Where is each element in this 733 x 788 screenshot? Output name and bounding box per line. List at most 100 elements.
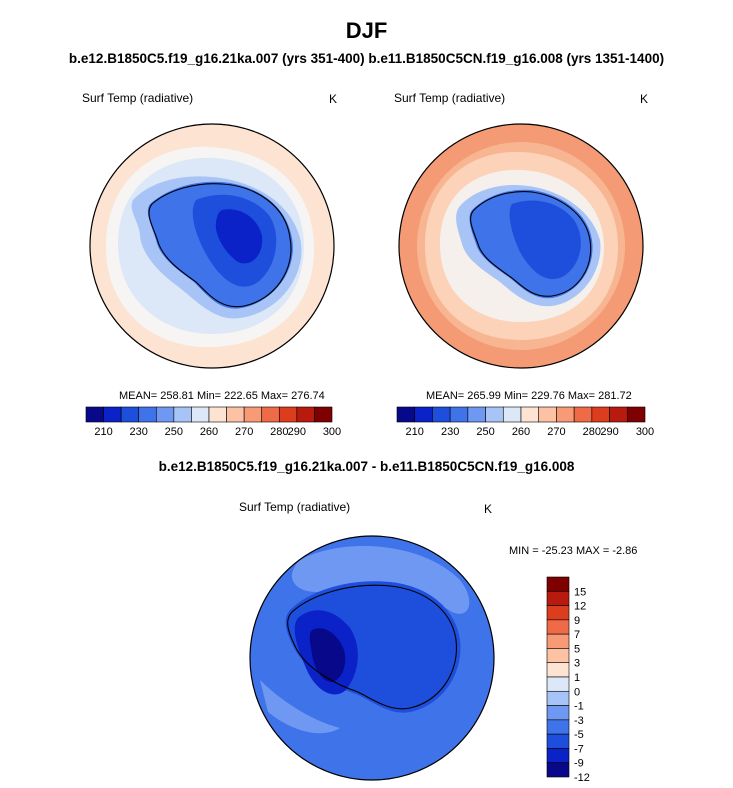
panel1-colorbar-tick-label: 230 (130, 426, 148, 438)
panel1-colorbar-box (103, 406, 122, 423)
panel3-colorbar-box (546, 762, 570, 778)
panel2-colorbar: 210 230 250 260 270 280 290 300 (396, 406, 654, 438)
panel2-colorbar-box (467, 406, 486, 423)
panel1-units: K (329, 92, 338, 106)
panel2-colorbar-box (449, 406, 469, 423)
panel1-map (90, 124, 334, 368)
panel2-colorbar-tick-label: 290 (600, 426, 618, 438)
panel2-colorbar-box (520, 406, 540, 423)
season-title: DJF (345, 18, 388, 43)
panel1-colorbar-tick-label: 210 (94, 426, 112, 438)
panel1-stats: MEAN= 258.81 Min= 222.65 Max= 276.74 (119, 390, 325, 402)
panel2-colorbar-tick-label: 270 (547, 426, 565, 438)
panel3-colorbar-tick-label: -1 (574, 701, 584, 713)
panel2-colorbar-tick-label: 250 (476, 426, 494, 438)
panel1-field-label: Surf Temp (radiative) (82, 91, 194, 105)
panel2-stats: MEAN= 265.99 Min= 229.76 Max= 281.72 (426, 390, 632, 402)
panel2-colorbar-box (609, 406, 628, 423)
panel3-max-cooling (309, 628, 346, 682)
panel2-colorbar-box (502, 406, 522, 423)
panel3-colorbar-box (546, 648, 570, 664)
panel3-colorbar-tick-label: -7 (574, 743, 584, 755)
panel1-colorbar-tick-label: 260 (200, 426, 218, 438)
panel3-colorbar-box (546, 705, 570, 721)
panel3-colorbar-box (546, 748, 570, 764)
panel3-map-border (249, 535, 495, 781)
panel3-stats: MIN = -25.23 MAX = -2.86 (509, 545, 638, 557)
panel2-plateau (509, 200, 581, 280)
panel1-colorbar-box (85, 406, 104, 423)
panel1-colorbar-box (314, 406, 333, 423)
panel3-field-label: Surf Temp (radiative) (239, 500, 351, 514)
panel2-colorbar-box (485, 406, 504, 423)
panel2-map-border (398, 123, 644, 369)
panel3-colorbar-tick-label: 15 (574, 586, 586, 598)
panel3-colorbar-tick-label: 12 (574, 601, 586, 613)
panel1-colorbar-tick-label: 290 (288, 426, 306, 438)
panel2-colorbar-box (626, 406, 646, 423)
panel3-colorbar-box (546, 619, 570, 635)
panel3-colorbar-box (546, 690, 570, 706)
panel3-colorbar-box (546, 662, 570, 678)
panel3-colorbar-box (546, 733, 570, 749)
panel3-colorbar-tick-label: 7 (574, 629, 580, 641)
panel1-colorbar-box (296, 406, 315, 423)
panel2-map (399, 124, 643, 368)
panel3-colorbar: 15 12 9 7 5 3 1 0 -1 -3 -5 -7 -9 -12 -15 (546, 576, 590, 788)
panel2-colorbar-box (573, 406, 593, 423)
panel1-colorbar: 210 230 250 260 270 280 290 300 (85, 406, 341, 438)
panel3-colorbar-tick-label: 3 (574, 658, 580, 670)
panel3-colorbar-box (546, 633, 570, 649)
panel3-colorbar-tick-label: -9 (574, 758, 584, 770)
panel1-dome (215, 209, 263, 264)
panel1-colorbar-box (173, 406, 192, 423)
panel3-map (250, 536, 494, 780)
panel1-colorbar-box (208, 406, 227, 423)
panel1-map-border (89, 123, 335, 369)
panel1-colorbar-box (226, 406, 245, 423)
panel2-field-label: Surf Temp (radiative) (394, 91, 506, 105)
panel3-colorbar-tick-label: -5 (574, 729, 584, 741)
panel3-coastline (287, 584, 457, 710)
panel3-colorbar-box (546, 590, 570, 606)
panel1-colorbar-box (120, 406, 140, 423)
panel2-colorbar-tick-label: 300 (636, 426, 654, 438)
panel3-light-patch (260, 680, 340, 734)
panel3-colorbar-tick-label: 5 (574, 643, 580, 655)
panel1-colorbar-box (261, 406, 280, 423)
panel3-colorbar-tick-label: 0 (574, 686, 580, 698)
panel2-colorbar-tick-label: 260 (512, 426, 530, 438)
difference-title: b.e12.B1850C5.f19_g16.21ka.007 - b.e11.B… (158, 459, 575, 474)
panel3-colorbar-tick-label: -3 (574, 715, 584, 727)
panel2-colorbar-box (591, 406, 610, 423)
panel1-colorbar-tick-label: 250 (165, 426, 183, 438)
panel2-colorbar-tick-label: 210 (406, 426, 424, 438)
panel1-coastline (148, 183, 292, 308)
panel3-colorbar-tick-label: -15 (574, 786, 590, 788)
panel3-colorbar-tick-label: -12 (574, 772, 590, 784)
panel1-colorbar-box (278, 406, 298, 423)
panel3-colorbar-box (546, 719, 570, 735)
panel2-colorbar-box (556, 406, 575, 423)
panel2-colorbar-box (414, 406, 433, 423)
panel1-colorbar-tick-label: 280 (270, 426, 288, 438)
panel1-colorbar-box (155, 406, 175, 423)
panel1-colorbar-box (243, 406, 263, 423)
cases-subtitle: b.e12.B1850C5.f19_g16.21ka.007 (yrs 351-… (68, 51, 665, 66)
panel1-colorbar-box (138, 406, 157, 423)
panel1-colorbar-tick-label: 300 (323, 426, 341, 438)
panel1-colorbar-box (191, 406, 210, 423)
panel2-coastline (470, 191, 592, 297)
panel1-colorbar-tick-label: 270 (235, 426, 253, 438)
panel3-colorbar-tick-label: 9 (574, 615, 580, 627)
panel2-colorbar-box (396, 406, 416, 423)
panel2-units: K (640, 92, 649, 106)
panel3-colorbar-box (546, 576, 570, 592)
panel2-colorbar-tick-label: 230 (441, 426, 459, 438)
panel3-colorbar-box (546, 605, 570, 621)
panel2-colorbar-box (432, 406, 451, 423)
panel2-colorbar-tick-label: 280 (583, 426, 601, 438)
panel3-units: K (484, 502, 493, 516)
